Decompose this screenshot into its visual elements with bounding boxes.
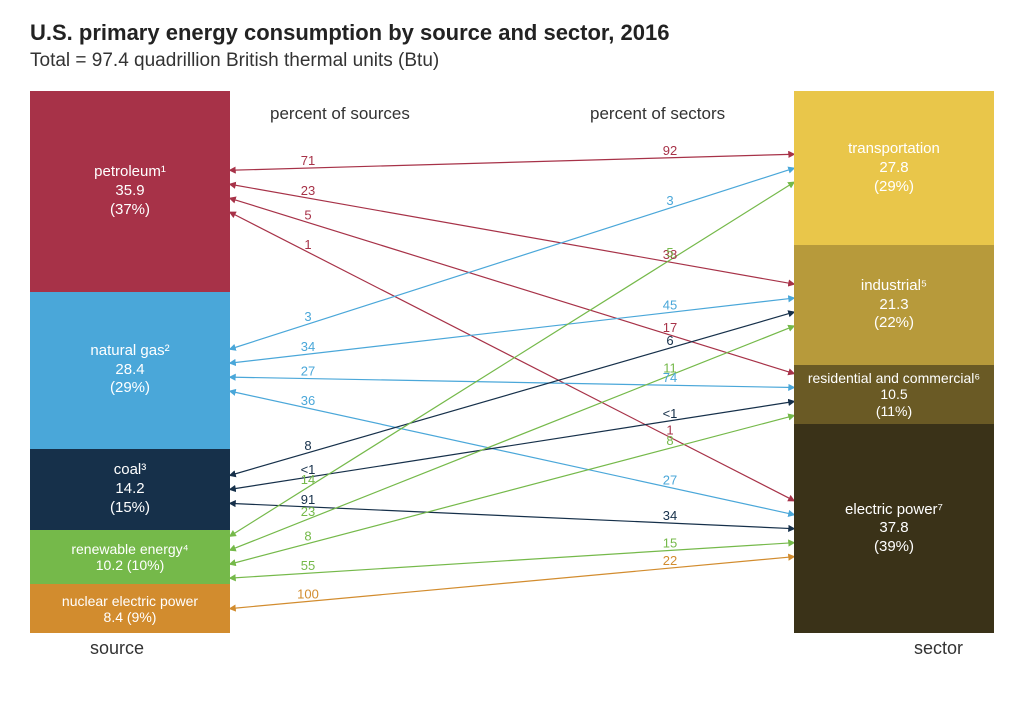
block-pct: (11%) [876, 403, 912, 419]
block-electric: electric power⁷37.8(39%) [794, 424, 994, 633]
flow-src-pct: 14 [301, 472, 315, 487]
block-pct: (15%) [110, 499, 150, 518]
block-name: industrial⁵ [861, 277, 927, 296]
flow-sec-pct: 3 [666, 193, 673, 208]
axis-label-sector: sector [914, 638, 963, 659]
flow-sec-pct: 22 [663, 553, 677, 568]
block-valpct: 10.2 (10%) [96, 557, 164, 573]
flow-sec-pct: 45 [663, 297, 677, 312]
block-line: nuclear electric power [62, 593, 198, 609]
block-industrial: industrial⁵21.3(22%) [794, 245, 994, 364]
block-name: transportation [848, 140, 940, 159]
block-value: 14.2 [115, 480, 144, 499]
flow-src-pct: 23 [301, 504, 315, 519]
flow-sec-pct: 8 [666, 433, 673, 448]
flow-sec-pct: <1 [663, 406, 678, 421]
block-petroleum: petroleum¹35.9(37%) [30, 91, 230, 292]
flow-src-pct: 100 [297, 586, 319, 601]
block-value: 27.8 [879, 159, 908, 178]
flow-src-pct: 34 [301, 339, 315, 354]
flow-line [230, 212, 794, 500]
block-nuclear: nuclear electric power8.4 (9%) [30, 584, 230, 633]
flow-sec-pct: 5 [666, 245, 673, 260]
flow-src-pct: 36 [301, 393, 315, 408]
block-pct: (29%) [874, 178, 914, 197]
flow-line [230, 377, 794, 387]
flow-sec-pct: 15 [663, 535, 677, 550]
chart-subtitle: Total = 97.4 quadrillion British thermal… [30, 50, 994, 72]
chart-title: U.S. primary energy consumption by sourc… [30, 20, 994, 46]
block-pct: (37%) [110, 201, 150, 220]
flow-src-pct: 8 [304, 438, 311, 453]
block-pct: (22%) [874, 314, 914, 333]
block-transport: transportation27.8(29%) [794, 91, 994, 245]
block-natgas: natural gas²28.4(29%) [30, 292, 230, 449]
block-rescom: residential and commercial⁶10.5(11%) [794, 365, 994, 425]
flow-sec-pct: 34 [663, 508, 677, 523]
flow-sec-pct: 27 [663, 473, 677, 488]
axis-label-source: source [90, 638, 144, 659]
flow-src-pct: 5 [304, 208, 311, 223]
flow-src-pct: 1 [304, 237, 311, 252]
flow-src-pct: 8 [304, 529, 311, 544]
block-value: 28.4 [115, 361, 144, 380]
block-name: residential and commercial⁶ [808, 370, 980, 386]
block-value: 10.5 [880, 386, 907, 402]
block-value: 35.9 [115, 182, 144, 201]
block-pct: (39%) [874, 538, 914, 557]
block-name: petroleum¹ [94, 163, 166, 182]
flow-src-pct: 27 [301, 364, 315, 379]
sankey-diagram: percent of sources percent of sectors 71… [30, 86, 994, 666]
block-value: 21.3 [879, 296, 908, 315]
block-name: natural gas² [90, 342, 169, 361]
block-pct: (29%) [110, 379, 150, 398]
block-name: coal³ [114, 461, 147, 480]
flow-src-pct: 23 [301, 183, 315, 198]
block-value: 37.8 [879, 519, 908, 538]
flow-sec-pct: 11 [663, 360, 677, 375]
flow-sec-pct: 6 [666, 333, 673, 348]
block-line: renewable energy⁴ [71, 541, 188, 557]
block-coal: coal³14.2(15%) [30, 449, 230, 530]
block-name: electric power⁷ [845, 501, 943, 520]
flow-src-pct: 3 [304, 309, 311, 324]
flow-sec-pct: 92 [663, 143, 677, 158]
flow-src-pct: 55 [301, 558, 315, 573]
flow-line [230, 184, 794, 284]
block-valpct: 8.4 (9%) [104, 609, 157, 625]
block-renew: renewable energy⁴10.2 (10%) [30, 530, 230, 584]
flow-src-pct: 71 [301, 153, 315, 168]
